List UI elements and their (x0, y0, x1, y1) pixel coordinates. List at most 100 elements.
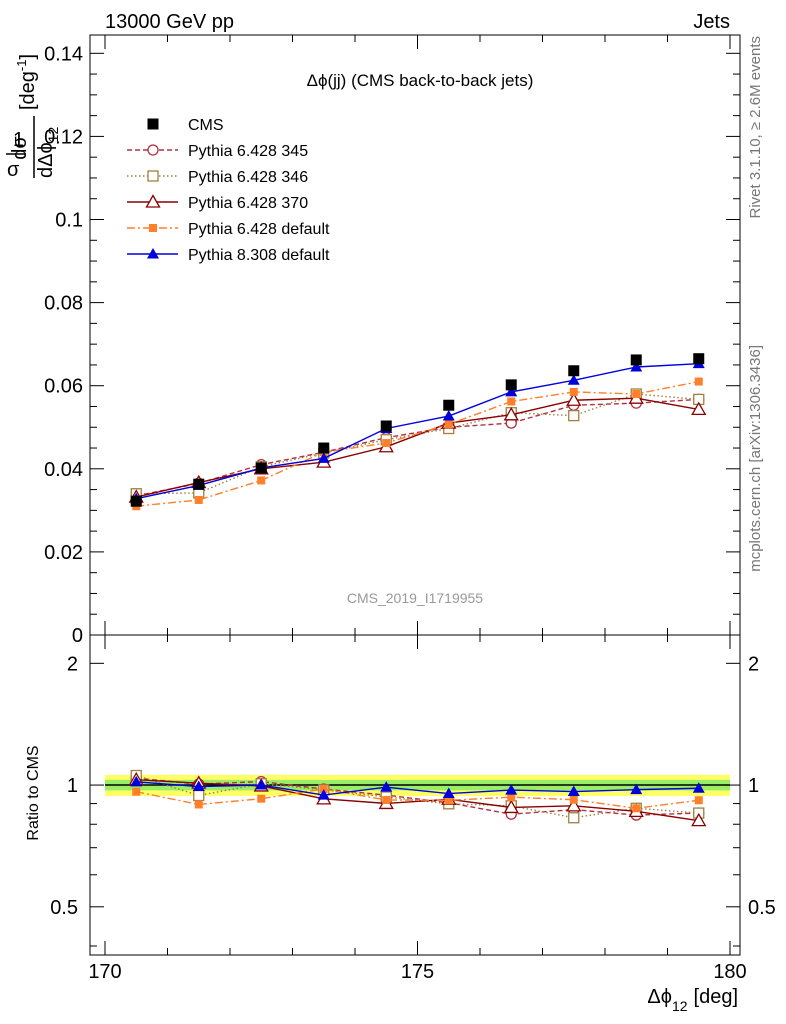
y-tick-label: 0.02 (44, 542, 83, 564)
ratio-point (442, 787, 455, 799)
data-point (193, 478, 205, 490)
ratio-y-tick-label: 2 (67, 653, 78, 675)
axis-ticks: 170 175 180 0 0.02 0.04 0.06 0.08 0.1 0.12 0.14 0.5… (44, 35, 776, 983)
legend-marker (147, 118, 159, 130)
data-point (444, 420, 453, 429)
series-line (136, 393, 699, 495)
rivet-label: Rivet 3.1.10, ≥ 2.6M events (747, 36, 764, 219)
series-line (136, 380, 699, 507)
ratio-series-line (136, 781, 699, 796)
ratio-point (192, 780, 205, 792)
ylabel-frac-den-sub: 12 (45, 127, 61, 143)
data-point (442, 410, 455, 421)
data-point (257, 476, 266, 485)
legend-item: Pythia 6.428 346 (127, 169, 308, 186)
series-pythia-6-428-default (132, 377, 703, 511)
legend-label: CMS (188, 117, 224, 134)
data-point (569, 387, 578, 396)
data-point (317, 452, 330, 463)
data-point (318, 442, 330, 454)
legend-label: Pythia 6.428 345 (188, 143, 308, 160)
data-point (632, 390, 641, 399)
y-tick-label: 0.08 (44, 293, 83, 315)
data-point (694, 377, 703, 386)
data-point (505, 379, 517, 391)
data-point (130, 495, 142, 507)
legend-item: Pythia 6.428 345 (127, 143, 308, 160)
series-cms (130, 353, 705, 507)
ratio-point (691, 812, 707, 827)
data-point (194, 495, 203, 504)
data-point (630, 354, 642, 366)
ylabel-unit-close: ] (17, 54, 39, 60)
header-right: Jets (693, 11, 730, 33)
x-tick-label: 175 (401, 961, 434, 983)
data-point (443, 399, 455, 411)
ratio-plot-frame (89, 634, 741, 956)
y-tick-label: 0.1 (55, 210, 83, 232)
ratio-point (319, 785, 328, 794)
ratio-point (567, 785, 580, 797)
ratio-point (630, 783, 643, 795)
data-point (382, 439, 391, 448)
ratio-series-pythia-6-428-default (132, 785, 703, 813)
y-tick-label: 0.04 (44, 459, 83, 481)
ratio-point (568, 812, 580, 824)
ratio-series-pythia-8-308-default (130, 775, 705, 800)
ylabel-frac-num: dσ (9, 136, 31, 160)
header-left: 13000 GeV pp (105, 11, 234, 33)
ratio-point (255, 779, 268, 790)
xlabel-sub: 12 (672, 998, 688, 1014)
legend-label: Pythia 6.428 346 (188, 169, 308, 186)
ratio-y-tick-label: 1 (67, 775, 78, 797)
data-point (507, 397, 516, 406)
ratio-point (317, 789, 330, 800)
ylabel-unit-sup: -1 (14, 60, 29, 72)
data-point (568, 365, 580, 377)
x-tick-label: 170 (88, 961, 121, 983)
ratio-point (132, 787, 141, 796)
ratio-point (566, 798, 582, 812)
ratio-y-tick-label: 0.5 (748, 897, 776, 919)
ratio-series-line (136, 778, 699, 822)
data-point (503, 406, 519, 421)
series-line (136, 362, 699, 500)
ratio-y-axis-label: Ratio to CMS (25, 745, 42, 840)
data-point (566, 392, 582, 406)
legend-item: CMS (147, 117, 224, 134)
x-axis-label: Δϕ12 [deg] (647, 986, 738, 1014)
ratio-series-line (136, 777, 699, 816)
analysis-watermark: CMS_2019_I1719955 (347, 590, 483, 606)
ratio-series-line (136, 788, 699, 809)
ylabel-frac-den-main: dΔϕ (35, 142, 57, 178)
data-point (568, 409, 580, 422)
legend-marker (147, 248, 159, 259)
data-point (255, 462, 267, 474)
ratio-series-line (136, 774, 699, 819)
legend-marker (149, 224, 157, 232)
ratio-point (503, 799, 519, 814)
ylabel-unit: [deg-1] (14, 54, 39, 110)
ratio-point (194, 800, 203, 809)
data-point (691, 401, 707, 416)
ratio-point (507, 793, 516, 802)
legend-item: Pythia 8.308 default (127, 247, 330, 264)
ratio-point (694, 796, 703, 805)
ylabel-frac-den: dΔϕ12 (35, 127, 61, 178)
legend-marker (147, 170, 159, 182)
ratio-point (380, 781, 393, 792)
data-point (693, 353, 705, 365)
legend-marker (147, 144, 159, 156)
ratio-point (692, 782, 705, 793)
main-plot-series (128, 353, 707, 511)
y-tick-label: 0 (72, 625, 83, 647)
ratio-point (382, 795, 391, 804)
ratio-y-tick-label: 1 (748, 775, 759, 797)
ratio-point (130, 775, 143, 787)
ratio-point (505, 784, 518, 795)
legend-item: Pythia 6.428 default (127, 221, 330, 238)
series-pythia-6-428-345 (130, 393, 705, 502)
data-point (505, 385, 518, 397)
main-y-axis-label: 1 σ dσ dΔϕ12 [deg-1] (6, 54, 61, 181)
legend-marker (145, 194, 161, 208)
